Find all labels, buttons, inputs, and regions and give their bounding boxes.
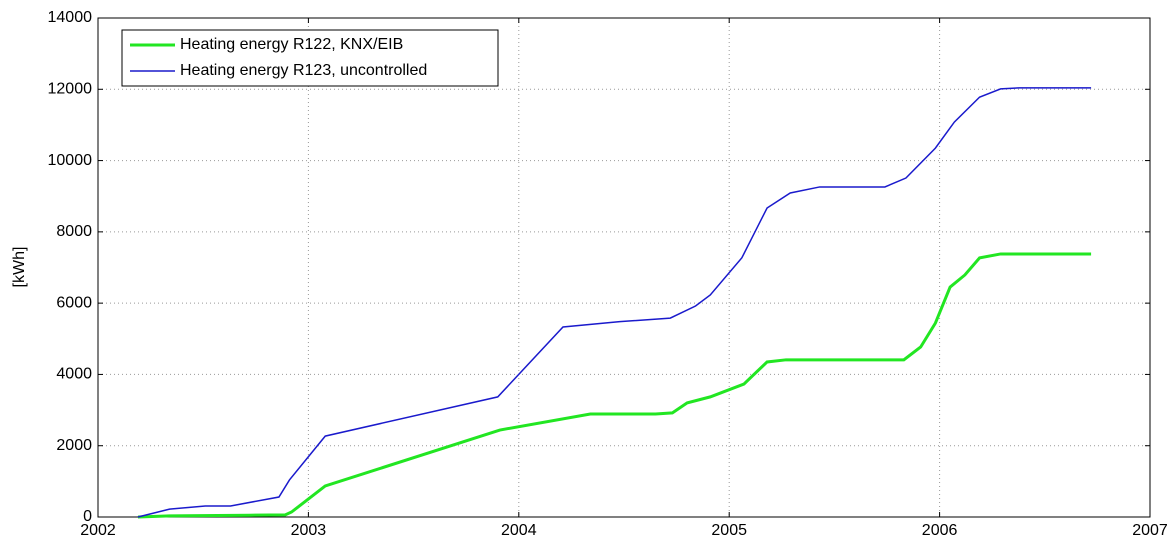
- x-tick-label: 2004: [501, 522, 537, 539]
- x-tick-label: 2002: [80, 522, 116, 539]
- plot-frame: [97, 17, 1151, 518]
- x-tick-label: 2005: [711, 522, 747, 539]
- y-tick-label: 14000: [48, 9, 93, 26]
- x-tick-label: 2003: [291, 522, 327, 539]
- y-tick-label: 4000: [56, 366, 92, 383]
- y-tick-label: 6000: [56, 294, 92, 311]
- y-tick-label: 8000: [56, 223, 92, 240]
- y-axis-label: [kWh]: [11, 247, 28, 288]
- data-line: [137, 252, 1092, 519]
- y-tick-label: 0: [83, 508, 92, 525]
- legend-box: [121, 29, 499, 87]
- x-tick-label: 2007: [1132, 522, 1168, 539]
- data-line: [137, 87, 1092, 518]
- y-tick-label: 10000: [48, 152, 93, 169]
- y-tick-label: 12000: [48, 81, 93, 98]
- y-tick-label: 2000: [56, 437, 92, 454]
- legend-label: Heating energy R122, KNX/EIB: [180, 36, 403, 53]
- legend-label: Heating energy R123, uncontrolled: [180, 62, 427, 79]
- x-tick-label: 2006: [922, 522, 958, 539]
